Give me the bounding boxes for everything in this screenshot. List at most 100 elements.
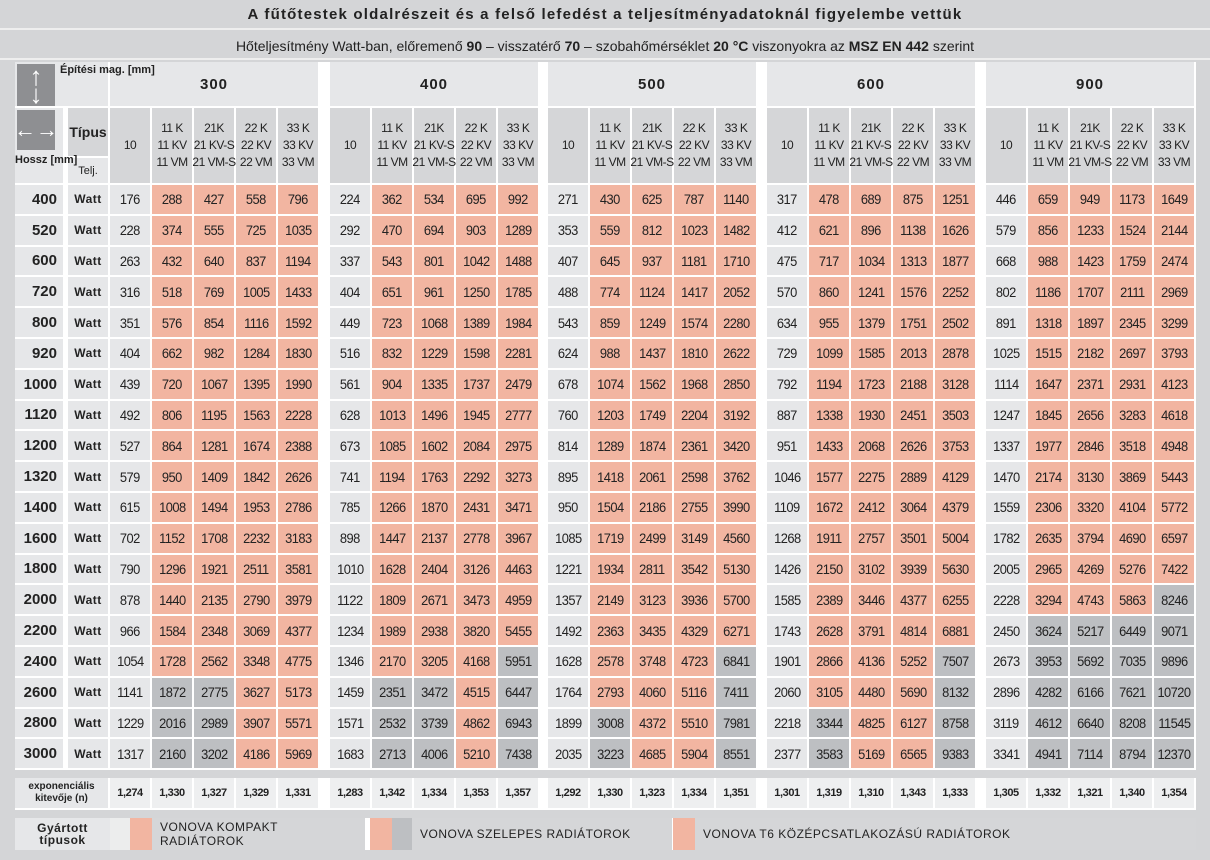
row-length: 720 (15, 277, 65, 309)
power-cell: 2938 (414, 616, 456, 647)
type-column-header: 22 K 22 KV 22 VM (456, 108, 498, 185)
power-value: 3820 (462, 622, 490, 639)
power-value: 3907 (242, 714, 270, 731)
power-value: 439 (120, 376, 140, 393)
power-cell: 4186 (236, 739, 278, 771)
power-cell: 1492 (548, 616, 590, 647)
unit-label: Watt (68, 708, 110, 740)
power-cell: 3939 (893, 554, 935, 586)
power-value: 662 (162, 345, 182, 362)
group-gap (758, 246, 767, 278)
type-column-header: 33 K 33 KV 33 VM (1154, 108, 1196, 185)
power-value: 1989 (378, 622, 406, 639)
power-cell: 1728 (152, 647, 194, 678)
power-value: 3583 (815, 745, 843, 762)
power-value: 475 (777, 252, 797, 269)
power-cell: 6255 (935, 585, 977, 617)
type-line: 21K (424, 121, 444, 135)
spacer (65, 215, 68, 247)
power-value: 5904 (680, 745, 708, 762)
row-length: 2800 (15, 708, 65, 740)
power-value: 4515 (462, 684, 490, 701)
type-column-header: 11 K 11 KV 11 VM (152, 108, 194, 185)
type-line: 22 K (464, 121, 488, 135)
type-column-header: 10 (110, 108, 152, 185)
row-length: 1800 (15, 554, 65, 586)
power-cell: 1046 (767, 462, 809, 493)
unit-label: Watt (68, 739, 110, 771)
power-value: 7035 (1118, 653, 1146, 670)
power-cell: 6565 (893, 739, 935, 771)
power-cell: 6127 (893, 708, 935, 740)
power-value: 3936 (680, 591, 708, 608)
power-value: 1046 (773, 468, 801, 485)
power-cell: 651 (372, 277, 414, 309)
power-cell: 3501 (893, 523, 935, 555)
power-cell: 1782 (986, 523, 1028, 555)
power-cell: 5210 (456, 739, 498, 771)
legend: Gyártott típusok VONOVA KOMPAKT RADIÁTOR… (15, 818, 1196, 850)
power-value: 1977 (1034, 437, 1062, 454)
power-value: 228 (120, 222, 140, 239)
power-cell: 351 (110, 308, 152, 339)
power-cell: 4515 (456, 677, 498, 709)
power-value: 1984 (504, 314, 532, 331)
power-value: 2479 (504, 376, 532, 393)
power-value: 875 (903, 191, 923, 208)
power-cell: 8246 (1154, 585, 1196, 617)
power-value: 351 (120, 314, 140, 331)
group-gap (320, 778, 330, 810)
power-value: 1504 (596, 499, 624, 516)
type-column-header: 22 K 22 KV 22 VM (674, 108, 716, 185)
power-cell: 576 (152, 308, 194, 339)
row-length: 2000 (15, 585, 65, 617)
power-cell: 8132 (935, 677, 977, 709)
power-cell: 518 (152, 277, 194, 309)
power-value: 1025 (992, 345, 1020, 362)
power-cell: 895 (548, 462, 590, 493)
power-cell: 625 (632, 185, 674, 216)
power-value: 1764 (554, 684, 582, 701)
power-value: 2938 (420, 622, 448, 639)
power-cell: 1194 (278, 246, 320, 278)
power-cell: 10720 (1154, 677, 1196, 709)
power-cell: 1602 (414, 431, 456, 463)
power-value: 725 (246, 222, 266, 239)
power-cell: 3471 (498, 493, 540, 524)
power-value: 1649 (1160, 191, 1188, 208)
power-value: 288 (162, 191, 182, 208)
power-cell: 801 (414, 246, 456, 278)
power-value: 1728 (158, 653, 186, 670)
power-value: 1296 (158, 560, 186, 577)
power-cell: 898 (330, 523, 372, 555)
group-gap (977, 400, 986, 432)
power-value: 860 (819, 283, 839, 300)
row-length: 1320 (15, 462, 65, 493)
power-value: 1934 (596, 560, 624, 577)
power-cell: 2061 (632, 462, 674, 493)
power-cell: 1266 (372, 493, 414, 524)
power-value: 1782 (992, 530, 1020, 547)
power-cell: 1447 (372, 523, 414, 555)
power-cell: 3294 (1028, 585, 1070, 617)
power-value: 4372 (638, 714, 666, 731)
power-cell: 2412 (851, 493, 893, 524)
group-gap (320, 62, 330, 108)
group-gap (320, 708, 330, 740)
legend-swatch-t6 (673, 818, 695, 850)
power-value: 1901 (773, 653, 801, 670)
power-cell: 9896 (1154, 647, 1196, 678)
power-cell: 1054 (110, 647, 152, 678)
unit-label: Watt (68, 400, 110, 432)
type-line: 22 K (244, 121, 268, 135)
type-line: 11 K (818, 121, 840, 135)
power-value: 374 (162, 222, 182, 239)
row-length: 2200 (15, 616, 65, 647)
power-cell: 3069 (236, 616, 278, 647)
power-cell: 1911 (809, 523, 851, 555)
power-cell: 1140 (716, 185, 758, 216)
power-value: 3320 (1076, 499, 1104, 516)
power-value: 2790 (242, 591, 270, 608)
power-cell: 903 (456, 215, 498, 247)
power-value: 895 (558, 468, 578, 485)
